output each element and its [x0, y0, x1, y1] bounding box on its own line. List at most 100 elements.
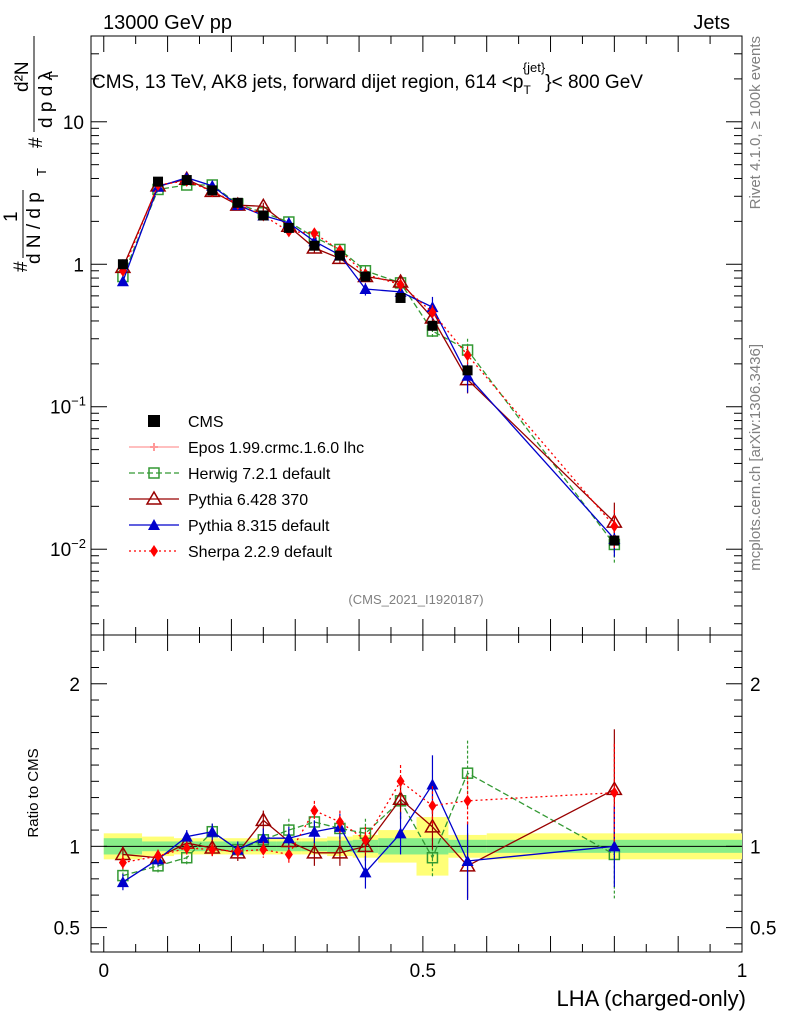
- ylabel-t-sub-1: T: [34, 168, 49, 176]
- cms-data-point-3: [207, 185, 218, 196]
- x-tick-label-0: 0: [98, 961, 109, 982]
- main-data-points: [117, 175, 620, 546]
- x-axis-label: LHA (charged-only): [556, 986, 746, 1011]
- legend-marker-2: [148, 467, 160, 479]
- series-point-4: [610, 520, 619, 533]
- ratio-point-3: [394, 827, 407, 839]
- title-main: CMS, 13 TeV, AK8 jets, forward dijet reg…: [92, 72, 523, 93]
- ratio-point-3: [308, 825, 321, 837]
- ratio-point-2: [306, 844, 323, 859]
- ratio-axis-ticks: 0.5 0.51 12 20 0.5 1: [54, 635, 776, 982]
- y-tick-exp: −1: [71, 394, 86, 409]
- cms-data-point-10: [395, 292, 406, 303]
- legend-marker-1: [150, 443, 158, 451]
- ratio-point-2: [392, 790, 409, 805]
- series-point-3: [359, 283, 372, 295]
- series-point-4: [335, 244, 344, 257]
- ratio-point-2: [357, 837, 374, 853]
- ratio-point-4: [335, 815, 344, 828]
- ylabel-t-sub-2: T: [46, 72, 61, 80]
- ratio-point-4: [610, 786, 619, 799]
- ratio-point-4: [361, 833, 370, 846]
- title-sup: {jet}: [523, 60, 546, 75]
- series-point-4: [396, 278, 405, 291]
- ratio-point-4: [118, 856, 127, 869]
- x-tick-label-2: 1: [737, 961, 748, 982]
- ratio-point-4: [233, 845, 242, 858]
- ratio-series-group: [114, 729, 623, 900]
- ratio-y-axis-label: Ratio to CMS: [25, 748, 42, 837]
- cms-data-point-9: [360, 271, 371, 282]
- rivet-label: Rivet 4.1.0, ≥ 100k events: [747, 36, 764, 209]
- y-tick-label-3: 10: [63, 113, 84, 134]
- cms-data-point-2: [181, 175, 192, 186]
- jets-label: Jets: [693, 12, 730, 34]
- ratio-point-4: [154, 850, 163, 863]
- cms-data-point-1: [153, 176, 164, 187]
- y-tick-exp: −2: [71, 536, 86, 551]
- title-end: }< 800 GeV: [545, 72, 643, 93]
- ylabel-d2n: d²N: [12, 61, 33, 92]
- legend-marker-4: [148, 519, 160, 530]
- legend-label-1: Epos 1.99.crmc.1.6.0 lhc: [188, 440, 364, 457]
- legend-marker-3: [145, 490, 163, 505]
- y-tick-base: 10: [50, 398, 71, 419]
- ratio-point-4: [396, 775, 405, 788]
- ratio-point-3: [116, 876, 129, 888]
- ratio-tick-label-left-2: 2: [69, 675, 80, 696]
- ratio-plot-frame: [90, 634, 743, 953]
- series-point-4: [463, 349, 472, 362]
- ratio-point-4: [284, 848, 293, 861]
- ratio-point-3: [206, 825, 219, 837]
- ratio-point-2: [255, 811, 272, 827]
- ratio-point-3: [359, 866, 372, 878]
- ylabel-dn-dpt: d N / d p: [24, 192, 45, 264]
- series-line-3: [122, 177, 615, 540]
- series-point-4: [428, 306, 437, 319]
- title-sub: T: [523, 83, 531, 97]
- ratio-tick-label-left-0: 0.5: [54, 919, 80, 940]
- ratio-point-3: [461, 854, 474, 866]
- ratio-point-4: [208, 843, 217, 856]
- y-tick-label-2: 1: [73, 255, 84, 276]
- series-line-1: [122, 184, 615, 545]
- legend-marker-5: [150, 545, 158, 557]
- ratio-line-3: [122, 783, 615, 883]
- ratio-point-4: [310, 804, 319, 817]
- cms-data-point-12: [462, 365, 473, 376]
- cms-data-point-8: [334, 250, 345, 261]
- ylabel-hash-2: #: [26, 137, 47, 148]
- y-tick-base: 10: [50, 540, 71, 561]
- ylabel-one: 1: [1, 211, 22, 222]
- x-tick-label-1: 0.5: [410, 961, 436, 982]
- legend-label-2: Herwig 7.2.1 default: [188, 466, 331, 483]
- ratio-tick-label-right-0: 0.5: [750, 919, 776, 940]
- series-point-4: [310, 227, 319, 240]
- cms-data-point-0: [117, 259, 128, 270]
- y-tick-label-1: 10−1: [50, 394, 86, 419]
- y-axis-label: # 1 d N / d p T # d²N d p d λ T: [1, 36, 61, 272]
- ratio-point-4: [259, 843, 268, 856]
- legend-label-4: Pythia 8.315 default: [188, 518, 330, 535]
- cms-data-point-7: [309, 240, 320, 251]
- ylabel-hash-1: #: [11, 261, 32, 272]
- ratio-point-3: [180, 830, 193, 842]
- ratio-point-3: [608, 840, 621, 852]
- legend: CMS Epos 1.99.crmc.1.6.0 lhc Herwig 7.2.1 …: [129, 414, 364, 561]
- legend-label-5: Sherpa 2.2.9 default: [188, 544, 333, 561]
- chart-title: CMS, 13 TeV, AK8 jets, forward dijet reg…: [92, 60, 643, 97]
- ratio-point-4: [428, 799, 437, 812]
- ratio-point-3: [426, 778, 439, 790]
- ratio-line-1: [122, 772, 615, 877]
- ratio-point-1: [426, 851, 439, 864]
- ratio-point-3: [257, 832, 270, 844]
- y-tick-label-0: 10−2: [50, 536, 86, 561]
- ratio-point-3: [282, 832, 295, 844]
- series-point-3: [116, 275, 129, 287]
- legend-label-0: CMS: [188, 414, 224, 431]
- cms-data-point-11: [427, 320, 438, 331]
- ratio-tick-label-right-1: 1: [750, 837, 761, 858]
- mcplots-label: mcplots.cern.ch [arXiv:1306.3436]: [747, 344, 764, 571]
